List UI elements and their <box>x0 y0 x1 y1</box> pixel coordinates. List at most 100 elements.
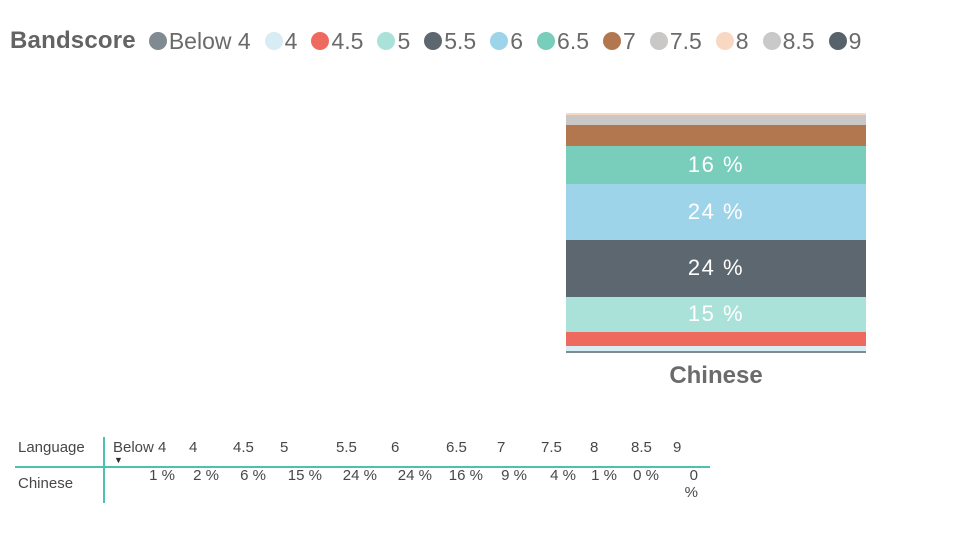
column-header-6[interactable]: 6 <box>391 440 446 465</box>
column-header-4[interactable]: 4 <box>189 440 233 465</box>
legend-swatch-icon <box>424 32 443 50</box>
table-cell-value: 16 % <box>448 466 483 484</box>
column-header-label: Below 4 <box>113 439 167 456</box>
column-header-5-5[interactable]: 5.5 <box>336 440 391 465</box>
bar-segment-5-5[interactable]: 24 % <box>566 240 866 297</box>
column-header-language[interactable]: Language <box>18 439 85 456</box>
bar-data-label: 16 % <box>687 151 745 177</box>
table-cell-8[interactable]: 1 % <box>590 467 631 501</box>
column-header-label: 6.5 <box>446 439 467 456</box>
legend-item-9[interactable]: 9 <box>828 27 862 55</box>
table-cell-4-5[interactable]: 6 % <box>233 467 280 501</box>
legend-item-5[interactable]: 5 <box>377 28 410 55</box>
legend-item-label: 5.5 <box>444 27 477 54</box>
table-cell-7-5[interactable]: 4 % <box>541 467 590 501</box>
legend-item-label: 7.5 <box>669 27 702 54</box>
column-header-7-5[interactable]: 7.5 <box>541 440 590 465</box>
legend-item-below-4[interactable]: Below 4 <box>148 27 251 55</box>
legend-item-8-5[interactable]: 8.5 <box>762 27 815 55</box>
table-cell-value: 0 % <box>684 466 698 501</box>
legend-item-7-5[interactable]: 7.5 <box>649 27 702 55</box>
table-score-values: 1 % 2 % 6 % 15 % 24 % 24 % 16 % 9 % 4 % 1 % 0 % 0 % <box>113 467 712 501</box>
legend-item-5-5[interactable]: 5.5 <box>424 28 476 55</box>
column-header-4-5[interactable]: 4.5 <box>233 440 280 465</box>
table-cell-value: 6 % <box>240 466 266 484</box>
table-cell-8-5[interactable]: 0 % <box>631 467 673 501</box>
bar-segment-7-5[interactable] <box>566 115 866 125</box>
legend-item-label: 4.5 <box>331 27 364 54</box>
table-cell-7[interactable]: 9 % <box>497 467 541 501</box>
column-header-8[interactable]: 8 <box>590 440 631 465</box>
legend: Bandscore Below 4 4 4.5 5 5.5 6 6.5 7 7.5 8 8.5 9 <box>10 27 861 55</box>
table-score-headers: Below 4 ▼ 4 4.5 5 5.5 6 6.5 7 7.5 8 8.5 9 <box>113 440 712 465</box>
bar-segment-below-4[interactable] <box>566 350 866 353</box>
legend-swatch-icon <box>762 32 781 50</box>
legend-swatch-icon <box>264 32 283 50</box>
column-header-label: 7.5 <box>541 439 562 456</box>
table-column-separator <box>103 437 105 503</box>
legend-item-6-5[interactable]: 6.5 <box>537 28 589 55</box>
legend-items: Below 4 4 4.5 5 5.5 6 6.5 7 7.5 8 8.5 9 <box>148 27 862 55</box>
table-cell-value: 24 % <box>342 466 377 484</box>
legend-item-label: 9 <box>848 27 862 54</box>
legend-item-4[interactable]: 4 <box>264 28 297 55</box>
data-table: Language Below 4 ▼ 4 4.5 5 5.5 6 6.5 7 7.5 8 8.5 9 C… <box>15 437 712 503</box>
table-cell-4[interactable]: 2 % <box>189 467 233 501</box>
legend-title: Bandscore <box>10 27 136 54</box>
legend-item-7[interactable]: 7 <box>603 28 636 55</box>
table-cell-below-4[interactable]: 1 % <box>113 467 189 501</box>
column-header-label: 5.5 <box>336 439 357 456</box>
legend-swatch-icon <box>148 32 167 50</box>
table-cell-5-5[interactable]: 24 % <box>336 467 391 501</box>
legend-item-label: Below 4 <box>168 27 251 54</box>
table-cell-value: 2 % <box>193 466 219 484</box>
bar-data-label: 15 % <box>687 301 745 327</box>
table-cell-value: 0 % <box>633 466 659 484</box>
legend-swatch-icon <box>603 32 622 50</box>
column-header-7[interactable]: 7 <box>497 440 541 465</box>
bar-segment-4-5[interactable] <box>566 331 866 346</box>
column-header-9[interactable]: 9 <box>673 440 712 465</box>
bar-data-label: 24 % <box>687 198 745 224</box>
stacked-bar: 16 % 24 % 24 % 15 % <box>566 113 866 353</box>
legend-item-8[interactable]: 8 <box>715 27 749 55</box>
legend-item-label: 8 <box>735 27 749 54</box>
column-header-label: 6 <box>391 439 400 456</box>
legend-item-label: 5 <box>397 27 411 54</box>
bar-segment-8[interactable] <box>566 113 866 116</box>
legend-item-label: 8.5 <box>782 27 815 54</box>
x-axis-category-label: Chinese <box>669 362 763 389</box>
legend-item-6[interactable]: 6 <box>490 28 523 55</box>
bar-segment-5[interactable]: 15 % <box>566 296 866 332</box>
bar-segment-6-5[interactable]: 16 % <box>566 145 866 184</box>
table-cell-value: 24 % <box>397 466 432 484</box>
legend-swatch-icon <box>490 32 509 50</box>
column-header-6-5[interactable]: 6.5 <box>446 440 497 465</box>
table-cell-5[interactable]: 15 % <box>280 467 336 501</box>
column-header-label: 8.5 <box>631 439 652 456</box>
table-cell-6-5[interactable]: 16 % <box>446 467 497 501</box>
legend-swatch-icon <box>377 32 396 50</box>
table-cell-9[interactable]: 0 % <box>673 467 712 501</box>
table-cell-6[interactable]: 24 % <box>391 467 446 501</box>
bar-segment-6[interactable]: 24 % <box>566 183 866 241</box>
table-row[interactable]: Chinese 1 % 2 % 6 % 15 % 24 % 24 % 16 % 9 % 4 % 1… <box>15 467 712 501</box>
column-header-5[interactable]: 5 <box>280 440 336 465</box>
legend-item-label: 6.5 <box>557 27 590 54</box>
legend-swatch-icon <box>649 32 668 50</box>
legend-item-label: 7 <box>623 27 636 54</box>
row-label-chinese[interactable]: Chinese <box>18 475 74 492</box>
column-header-label: 4.5 <box>233 439 254 456</box>
legend-swatch-icon <box>828 32 847 50</box>
bar-segment-4[interactable] <box>566 345 866 351</box>
legend-swatch-icon <box>715 32 734 50</box>
column-header-8-5[interactable]: 8.5 <box>631 440 673 465</box>
table-cell-value: 1 % <box>591 466 617 484</box>
legend-item-label: 6 <box>510 27 524 54</box>
legend-item-4-5[interactable]: 4.5 <box>311 28 363 55</box>
column-header-below-4[interactable]: Below 4 ▼ <box>113 440 189 465</box>
table-cell-value: 1 % <box>149 466 175 484</box>
bar-segment-7[interactable] <box>566 124 866 146</box>
column-header-label: 8 <box>590 439 599 456</box>
